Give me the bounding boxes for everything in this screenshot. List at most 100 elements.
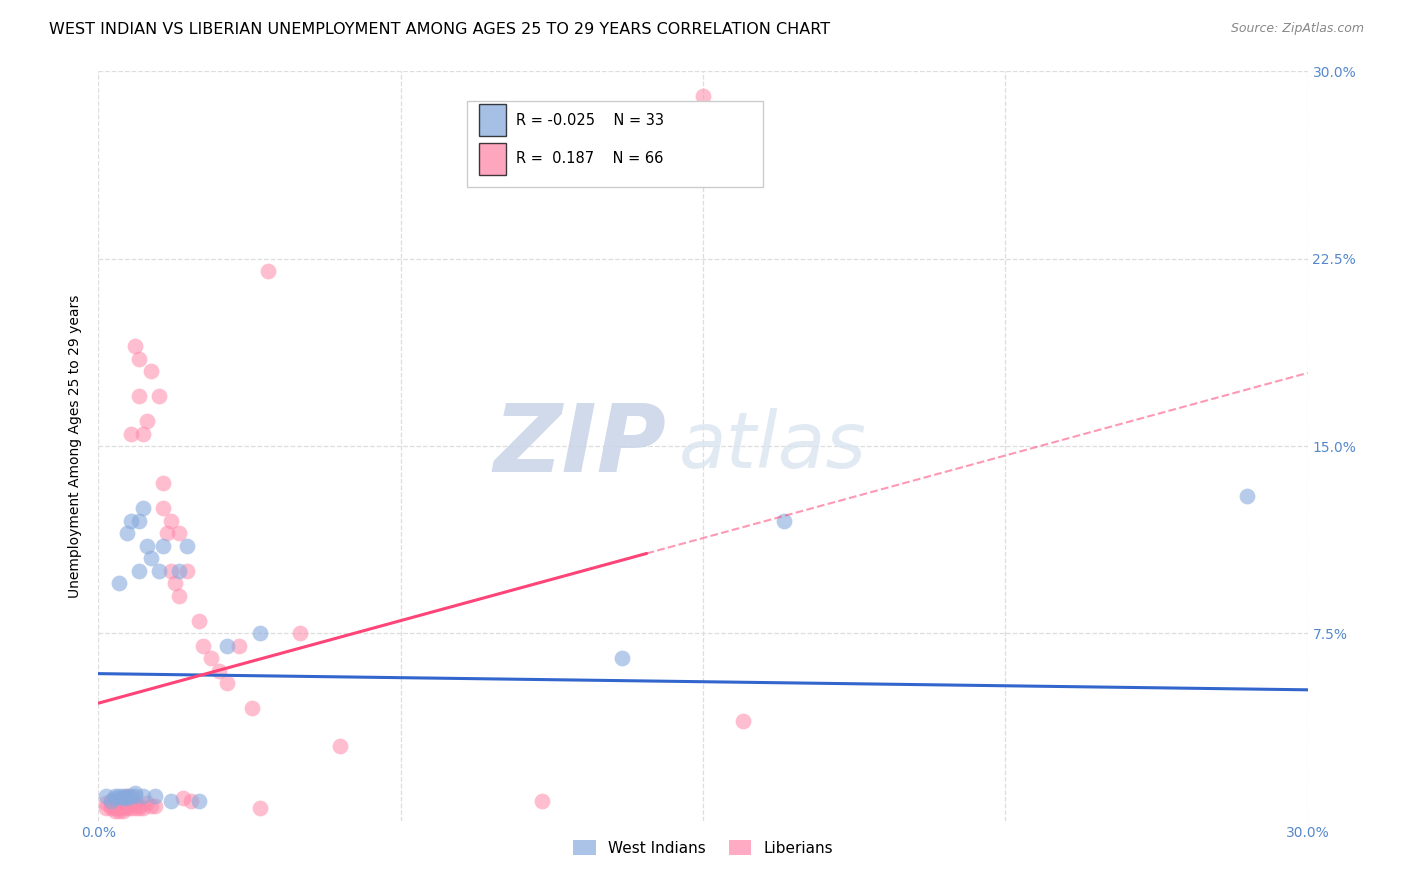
Point [120, 514, 142, 528]
Point [135, 796, 157, 810]
Point [733, 714, 755, 728]
Point [115, 794, 138, 808]
Point [128, 351, 150, 366]
Point [115, 526, 138, 541]
Text: atlas: atlas [679, 408, 866, 484]
Y-axis label: Unemployment Among Ages 25 to 29 years: Unemployment Among Ages 25 to 29 years [69, 294, 83, 598]
Point [135, 414, 157, 428]
Point [188, 794, 211, 808]
Point [120, 791, 142, 805]
Point [217, 639, 239, 653]
Point [124, 801, 146, 815]
Point [612, 651, 634, 665]
Point [111, 804, 134, 818]
Point [107, 789, 129, 803]
Point [1236, 489, 1258, 503]
Point [139, 798, 162, 813]
Point [111, 791, 134, 805]
Point [107, 796, 129, 810]
Point [120, 796, 142, 810]
Point [152, 501, 174, 516]
Text: Source: ZipAtlas.com: Source: ZipAtlas.com [1230, 22, 1364, 36]
Point [107, 801, 129, 815]
Point [132, 789, 155, 803]
Point [107, 576, 129, 591]
Point [111, 789, 134, 803]
Point [249, 626, 271, 640]
Point [120, 789, 142, 803]
Point [148, 389, 170, 403]
Point [188, 614, 211, 628]
Point [103, 794, 125, 808]
Point [115, 791, 138, 805]
Point [208, 664, 231, 678]
FancyBboxPatch shape [479, 143, 506, 175]
Point [148, 564, 170, 578]
Point [111, 796, 134, 810]
Point [128, 798, 150, 813]
Point [103, 798, 125, 813]
Point [96, 801, 118, 815]
Point [100, 801, 122, 815]
Text: R = -0.025    N = 33: R = -0.025 N = 33 [516, 112, 664, 128]
Point [103, 801, 125, 815]
Point [100, 794, 122, 808]
Point [96, 796, 118, 810]
Point [120, 426, 142, 441]
Point [107, 794, 129, 808]
FancyBboxPatch shape [467, 102, 763, 187]
Point [240, 701, 263, 715]
Point [143, 789, 166, 803]
Point [107, 804, 129, 818]
Point [530, 794, 553, 808]
Point [111, 791, 134, 805]
Point [115, 789, 138, 803]
Point [103, 804, 125, 818]
Point [156, 526, 179, 541]
Text: WEST INDIAN VS LIBERIAN UNEMPLOYMENT AMONG AGES 25 TO 29 YEARS CORRELATION CHART: WEST INDIAN VS LIBERIAN UNEMPLOYMENT AMO… [49, 22, 831, 37]
Point [176, 564, 198, 578]
Point [180, 794, 202, 808]
Point [772, 514, 794, 528]
Point [200, 651, 222, 665]
Point [139, 551, 162, 566]
Point [172, 791, 194, 805]
Point [115, 798, 138, 813]
Point [329, 739, 352, 753]
Point [228, 639, 250, 653]
Point [193, 639, 215, 653]
Point [124, 786, 146, 800]
Point [103, 789, 125, 803]
Point [249, 801, 271, 815]
Point [120, 801, 142, 815]
Point [128, 389, 150, 403]
Point [96, 789, 118, 803]
Point [692, 89, 714, 103]
Point [128, 514, 150, 528]
Point [160, 564, 183, 578]
Point [163, 576, 186, 591]
Point [111, 801, 134, 815]
Point [124, 789, 146, 803]
Text: R =  0.187    N = 66: R = 0.187 N = 66 [516, 152, 664, 166]
Point [128, 801, 150, 815]
Point [176, 539, 198, 553]
Point [160, 794, 183, 808]
Point [115, 789, 138, 803]
Point [135, 539, 157, 553]
Point [132, 501, 155, 516]
Point [139, 364, 162, 378]
FancyBboxPatch shape [479, 104, 506, 136]
Point [124, 796, 146, 810]
Point [132, 426, 155, 441]
Point [107, 798, 129, 813]
Point [160, 514, 183, 528]
Point [124, 339, 146, 353]
Point [256, 264, 278, 278]
Point [103, 791, 125, 805]
Point [100, 798, 122, 813]
Point [288, 626, 311, 640]
Point [167, 589, 190, 603]
Point [167, 564, 190, 578]
Point [115, 801, 138, 815]
